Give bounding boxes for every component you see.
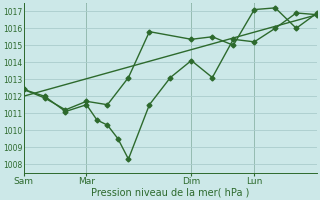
X-axis label: Pression niveau de la mer( hPa ): Pression niveau de la mer( hPa ): [91, 187, 250, 197]
